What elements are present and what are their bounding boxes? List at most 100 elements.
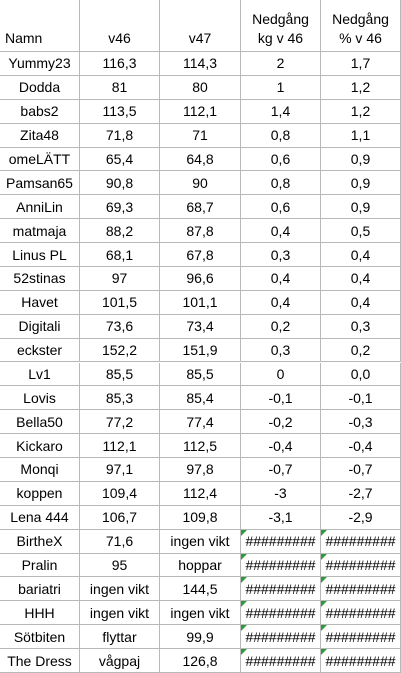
error-indicator: [241, 529, 247, 536]
cell-text: flyttar: [102, 628, 137, 645]
cell-text: Bella50: [16, 413, 63, 430]
cell-text: 1,7: [350, 55, 371, 72]
table-cell: ingen vikt: [160, 529, 241, 554]
table-cell: #########: [321, 649, 401, 673]
table-cell: ingen vikt: [80, 601, 160, 626]
table-cell: #########: [241, 625, 321, 650]
cell-text: 0,6: [270, 198, 291, 215]
table-cell: 0,3: [241, 338, 321, 363]
cell-text: 87,8: [186, 222, 214, 239]
header-text: kg v 46: [257, 30, 304, 46]
cell-text: 71,6: [105, 533, 134, 550]
table-cell: 114,3: [160, 52, 241, 76]
error-indicator: [321, 649, 327, 656]
table-cell: 1,2: [321, 99, 401, 124]
table-cell: BirtheX: [0, 529, 80, 554]
cell-text: 0,4: [270, 270, 291, 287]
error-indicator: [241, 649, 247, 656]
table-cell: #########: [241, 553, 321, 578]
cell-text: 116,3: [102, 55, 137, 72]
table-cell: 0,6: [241, 147, 321, 172]
table-cell: 101,1: [160, 290, 241, 315]
table-cell: 113,5: [80, 99, 160, 124]
cell-text: 109,4: [101, 485, 138, 502]
table-cell: 0,4: [241, 290, 321, 315]
table-cell: 65,4: [80, 147, 160, 172]
cell-text: ingen vikt: [170, 533, 230, 550]
table-cell: Kickaro: [0, 434, 80, 459]
cell-text: -3: [274, 485, 287, 502]
cell-text: babs2: [20, 103, 59, 120]
header-text: Nedgång: [332, 11, 389, 27]
cell-text: 0,9: [350, 198, 371, 215]
table-cell: 112,5: [160, 434, 241, 459]
cell-text: #########: [325, 580, 396, 597]
table-cell: Lovis: [0, 386, 80, 411]
error-indicator: [321, 577, 327, 584]
cell-text: 81: [111, 79, 128, 96]
cell-text: -3,1: [268, 509, 293, 526]
cell-text: 112,5: [183, 437, 217, 454]
cell-text: Pamsan65: [6, 174, 73, 191]
cell-text: 114,3: [183, 55, 217, 72]
table-cell: 1,2: [321, 75, 401, 100]
cell-text: 90,8: [105, 174, 134, 191]
table-cell: 0,8: [241, 171, 321, 196]
error-indicator: [321, 553, 327, 560]
error-indicator: [241, 577, 247, 584]
table-cell: Monqi: [0, 458, 80, 482]
table-cell: 0,9: [321, 171, 401, 196]
table-cell: matmaja: [0, 219, 80, 244]
cell-text: 0,2: [270, 318, 291, 335]
cell-text: -0,3: [348, 413, 373, 430]
cell-text: #########: [245, 652, 316, 669]
cell-text: -0,4: [348, 437, 373, 454]
table-cell: omeLÄTT: [0, 147, 80, 172]
table-cell: 90,8: [80, 171, 160, 196]
cell-text: hoppar: [178, 557, 222, 573]
table-cell: 77,2: [80, 410, 160, 435]
header-cell: Nedgång % v 46: [321, 0, 401, 52]
error-indicator: [241, 601, 247, 608]
table-cell: -3: [241, 481, 321, 506]
table-cell: 0,4: [321, 243, 401, 267]
cell-text: 101,5: [101, 294, 138, 311]
table-cell: 0,4: [241, 219, 321, 244]
cell-text: 0,4: [350, 294, 371, 311]
table-cell: Pralin: [0, 553, 80, 578]
cell-text: #########: [325, 604, 396, 621]
cell-text: -0,2: [268, 413, 293, 430]
table-cell: 151,9: [160, 338, 241, 363]
cell-text: 80: [192, 79, 208, 96]
cell-text: 144,5: [182, 580, 218, 597]
cell-text: 64,8: [186, 150, 214, 167]
cell-text: 71: [192, 127, 208, 144]
cell-text: Sötbiten: [13, 628, 66, 645]
table-cell: -3,1: [241, 505, 321, 530]
table-cell: 67,8: [160, 243, 241, 267]
cell-text: matmaja: [12, 222, 67, 239]
cell-text: 0,4: [270, 222, 291, 239]
cell-text: 0: [276, 365, 285, 382]
table-cell: 52stinas: [0, 266, 80, 291]
table-cell: 0,0: [321, 362, 401, 387]
table-cell: 0,3: [321, 314, 401, 339]
cell-text: Lena 444: [10, 509, 69, 526]
table-cell: #########: [241, 529, 321, 554]
cell-text: Yummy23: [8, 55, 71, 72]
cell-text: AnniLin: [16, 198, 63, 215]
header-cell: v47: [160, 0, 241, 52]
table-cell: -0,4: [241, 434, 321, 459]
cell-text: 152,2: [101, 342, 138, 359]
table-cell: 85,4: [160, 386, 241, 411]
cell-text: #########: [245, 628, 316, 645]
table-cell: Lv1: [0, 362, 80, 387]
table-cell: 1,1: [321, 123, 401, 148]
table-cell: Yummy23: [0, 52, 80, 76]
cell-text: 112,1: [102, 437, 137, 454]
table-cell: 96,6: [160, 266, 241, 291]
table-cell: 109,8: [160, 505, 241, 530]
cell-text: 112,4: [183, 485, 217, 502]
cell-text: 69,3: [105, 198, 134, 215]
cell-text: HHH: [24, 604, 55, 621]
